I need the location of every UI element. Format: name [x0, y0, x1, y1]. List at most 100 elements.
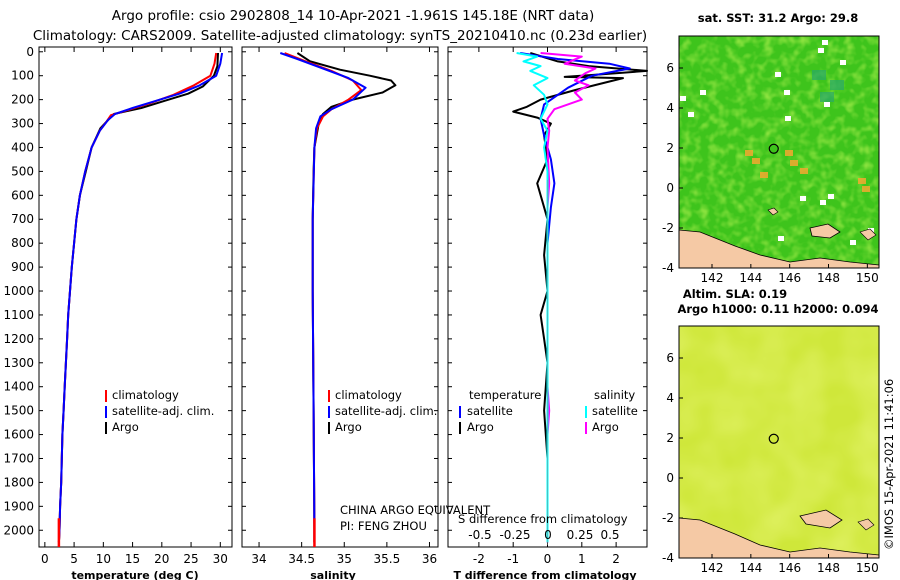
series-line-satellite-adj-clim-: [279, 52, 367, 543]
salinity-axis-label: salinity: [310, 569, 356, 580]
s-tick: 0: [544, 528, 552, 542]
x-tick-label: 0: [544, 552, 552, 566]
argo-location-marker: [768, 433, 779, 444]
sla-map-title: Altim. SLA: 0.19: [683, 287, 787, 301]
map-y-tick-label: -2: [662, 511, 674, 525]
x-tick-label: 35: [337, 552, 352, 566]
sst-map: [679, 36, 879, 268]
island: [809, 223, 841, 239]
map-x-tick-label: 146: [778, 561, 801, 575]
map-y-tick-label: 2: [666, 141, 674, 155]
depth-tick-label: 1900: [3, 499, 34, 513]
salinity-legend: climatology satellite-adj. clim. Argo CH…: [328, 388, 491, 533]
sst-map-axes: 142 144 146 148 150 -4 -2 0 2 4 6: [662, 61, 879, 285]
s-tick: 0.5: [600, 528, 619, 542]
legend-label-argo: Argo: [335, 420, 362, 434]
sla-map: [679, 326, 879, 558]
series-line-s-argo: [540, 52, 597, 543]
salinity-series: [279, 52, 397, 547]
map-x-tick-label: 148: [817, 271, 840, 285]
x-tick-label: 15: [125, 552, 140, 566]
legend-label-clim: climatology: [112, 388, 179, 402]
x-tick-label: 20: [154, 552, 169, 566]
land-new-guinea: [679, 229, 879, 268]
island: [799, 509, 843, 529]
x-tick-label: 34: [251, 552, 266, 566]
x-tick-label: -1: [507, 552, 519, 566]
argo-location-marker: [768, 143, 779, 154]
map-y-tick-label: 0: [666, 181, 674, 195]
cloud-gap: [824, 102, 830, 107]
map-y-tick-label: -4: [662, 261, 674, 275]
depth-tick-label: 1800: [3, 475, 34, 489]
warm-patch: [858, 178, 866, 184]
depth-axis: 0 100 200 300 400 500 600 700 800 900 1000 1100 1200…: [3, 45, 647, 537]
legend-title-temperature: temperature: [469, 388, 541, 402]
cool-patch: [830, 80, 844, 90]
island: [859, 228, 877, 241]
temperature-series: [57, 52, 224, 547]
map-x-tick-label: 144: [739, 271, 762, 285]
x-tick-label: 25: [183, 552, 198, 566]
island: [767, 207, 779, 216]
sla-map-subtitle: Argo h1000: 0.11 h2000: 0.094: [677, 302, 878, 316]
s-tick: 0.25: [567, 528, 594, 542]
t-difference-axis-label: T difference from climatology: [453, 569, 636, 580]
series-line-argo: [57, 52, 219, 543]
legend-label-clim: climatology: [335, 388, 402, 402]
annotation-line1: CHINA ARGO EQUIVALENT: [340, 503, 491, 517]
cloud-gap: [784, 90, 790, 95]
cool-patch: [820, 92, 834, 102]
depth-tick-label: 200: [11, 93, 34, 107]
imos-credit: ©IMOS 15-Apr-2021 11:41:06: [882, 379, 896, 550]
legend-label-s-sat: satellite: [592, 404, 638, 418]
x-tick-label: 2: [612, 552, 620, 566]
figure-title-line1: Argo profile: csio 2902808_14 10-Apr-202…: [112, 8, 594, 24]
series-line-t-argo: [512, 52, 648, 543]
cloud-gap: [775, 72, 781, 77]
depth-tick-label: 1300: [3, 356, 34, 370]
t-difference-x-axis: -2 -1 0 1 2: [473, 47, 620, 566]
cloud-gap: [680, 96, 686, 101]
island: [857, 518, 875, 531]
temperature-x-axis: 0 5 10 15 20 25 30: [41, 47, 228, 566]
map-y-tick-label: -2: [662, 221, 674, 235]
map-x-tick-label: 144: [739, 561, 762, 575]
depth-tick-label: 900: [11, 260, 34, 274]
legend-label-s-argo: Argo: [592, 420, 619, 434]
depth-tick-label: 1000: [3, 284, 34, 298]
map-x-tick-label: 150: [856, 561, 879, 575]
sst-map-texture: [679, 36, 879, 268]
x-tick-label: 35.5: [374, 552, 401, 566]
sst-map-frame: [678, 35, 880, 269]
depth-tick-label: 800: [11, 236, 34, 250]
x-tick-label: 30: [213, 552, 228, 566]
depth-tick-label: 0: [26, 45, 34, 59]
x-tick-label: 36: [422, 552, 437, 566]
x-tick-label: 34.5: [288, 552, 315, 566]
sla-map-frame: [678, 325, 880, 559]
depth-tick-label: 300: [11, 117, 34, 131]
map-y-tick-label: 4: [666, 101, 674, 115]
salinity-x-axis: 34 34.5 35 35.5 36: [251, 47, 437, 566]
x-tick-label: 10: [96, 552, 111, 566]
series-line-climatology: [284, 52, 363, 543]
land-new-guinea: [679, 517, 879, 558]
legend-title-salinity: salinity: [594, 388, 635, 402]
temperature-plot-frame: [38, 46, 233, 548]
legend-label-argo: Argo: [112, 420, 139, 434]
s-tick: -0.5: [468, 528, 491, 542]
figure-title-line2: Climatology: CARS2009. Satellite-adjuste…: [33, 28, 647, 44]
map-y-tick-label: 0: [666, 471, 674, 485]
depth-tick-label: 1100: [3, 308, 34, 322]
depth-tick-label: 600: [11, 188, 34, 202]
temperature-legend: climatology satellite-adj. clim. Argo: [105, 388, 214, 434]
legend-label-t-sat: satellite: [467, 404, 513, 418]
depth-tick-label: 1200: [3, 332, 34, 346]
map-y-tick-label: 6: [666, 61, 674, 75]
depth-tick-label: 1500: [3, 404, 34, 418]
legend-label-sat: satellite-adj. clim.: [335, 404, 437, 418]
depth-tick-label: 700: [11, 212, 34, 226]
legend-label-t-argo: Argo: [467, 420, 494, 434]
